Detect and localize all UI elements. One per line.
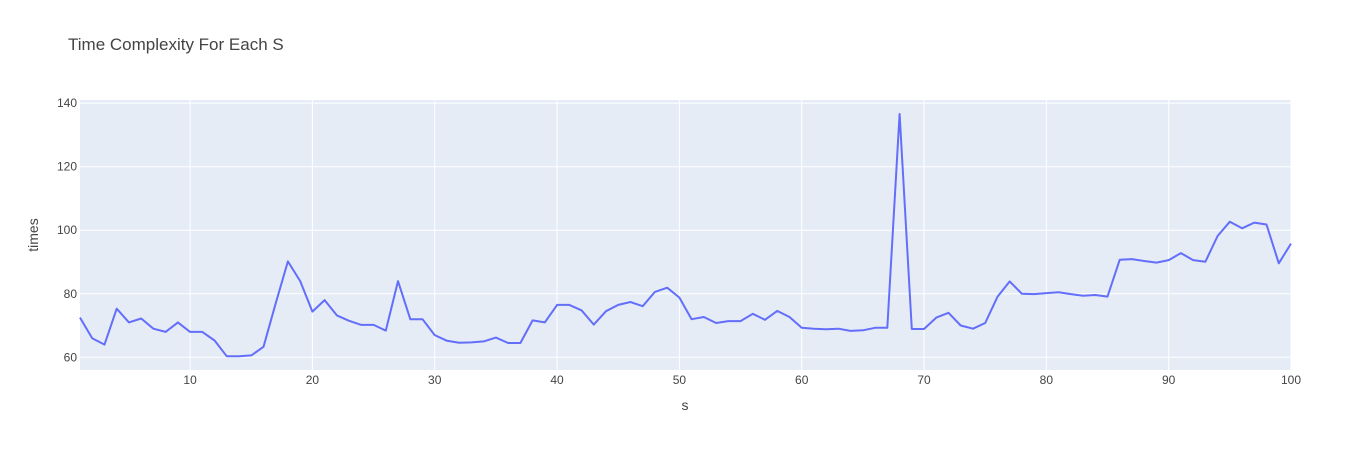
x-tick-label: 60: [795, 373, 809, 387]
chart-title: Time Complexity For Each S: [68, 35, 284, 54]
y-tick-label: 60: [64, 350, 78, 364]
x-tick-label: 80: [1040, 373, 1054, 387]
series-line: [79, 113, 1292, 358]
series-layer: [79, 113, 1292, 358]
x-tick-label: 70: [917, 373, 931, 387]
y-tick-label: 100: [57, 223, 77, 237]
y-axis-title: times: [25, 218, 41, 251]
x-tick-label: 10: [183, 373, 197, 387]
x-tick-label: 90: [1162, 373, 1176, 387]
y-tick-label: 140: [57, 96, 77, 110]
y-axis-ticks: 60 80 100 120 140: [57, 96, 77, 364]
x-tick-label: 50: [673, 373, 687, 387]
plot-area: [80, 100, 1291, 370]
x-tick-label: 20: [306, 373, 320, 387]
x-tick-label: 100: [1281, 373, 1301, 387]
x-tick-label: 30: [428, 373, 442, 387]
y-tick-label: 80: [64, 287, 78, 301]
x-axis-ticks: 10 20 30 40 50 60 70 80 90 100: [183, 373, 1301, 387]
gridlines: [80, 100, 1292, 370]
x-axis-title: s: [682, 397, 689, 413]
x-tick-label: 40: [550, 373, 564, 387]
y-tick-label: 120: [57, 160, 77, 174]
